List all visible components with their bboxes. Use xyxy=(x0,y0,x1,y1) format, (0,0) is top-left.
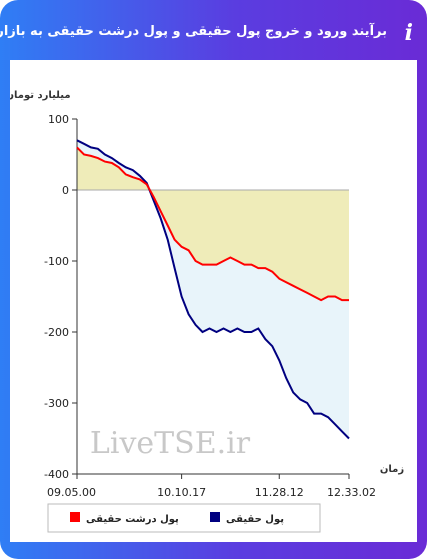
watermark: LiveTSE.ir xyxy=(90,426,251,461)
chart: 100 0 -100 -200 -300 -400 09.05.00 10.10.17 11.2… xyxy=(5,90,404,533)
legend-swatch xyxy=(70,512,80,522)
y-tick-label: -100 xyxy=(44,255,69,268)
legend-box xyxy=(47,503,321,533)
y-tick-label: 100 xyxy=(48,113,69,126)
legend-label: پول حقیقی xyxy=(226,514,284,525)
y-tick-label: -400 xyxy=(44,468,69,481)
x-tick-label: 12.33.02 xyxy=(327,486,376,499)
legend-label: پول درشت حقیقی xyxy=(86,514,179,525)
y-tick-label: -300 xyxy=(44,397,69,410)
chart-panel: 100 0 -100 -200 -300 -400 09.05.00 10.10.17 11.2… xyxy=(5,60,417,542)
x-tick-label: 10.10.17 xyxy=(157,486,206,499)
x-axis-label: زمان xyxy=(380,464,404,475)
line xyxy=(76,146,349,302)
y-tick-label: -200 xyxy=(44,326,69,339)
y-tick-label: 0 xyxy=(62,184,69,197)
legend-swatch xyxy=(210,512,220,522)
y-axis-label: میلیارد تومان xyxy=(10,90,71,101)
area-upper xyxy=(77,147,349,301)
x-tick-label: 09.05.00 xyxy=(47,486,96,499)
line xyxy=(76,139,350,440)
info-icon[interactable]: i xyxy=(404,20,413,46)
card-title: برآیند ورود و خروج پول حقیقی و پول درشت … xyxy=(0,24,387,39)
x-tick-label: 11.28.12 xyxy=(255,486,304,499)
